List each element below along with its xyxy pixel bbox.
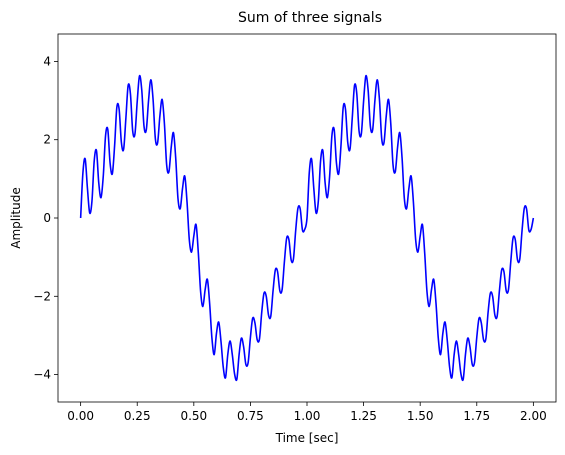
x-tick-label: 1.50 [407, 409, 434, 423]
y-tick-label: −2 [33, 289, 51, 303]
y-tick-label: 4 [43, 54, 51, 68]
x-tick-label: 0.50 [180, 409, 207, 423]
x-tick-label: 1.25 [350, 409, 377, 423]
x-tick-label: 2.00 [520, 409, 547, 423]
x-tick-label: 0.75 [237, 409, 264, 423]
x-tick-label: 0.25 [124, 409, 151, 423]
chart-title: Sum of three signals [238, 10, 382, 26]
x-tick-label: 0.00 [67, 409, 94, 423]
x-tick-label: 1.00 [294, 409, 321, 423]
y-tick-label: 2 [43, 133, 51, 147]
x-axis-label: Time [sec] [275, 431, 339, 445]
y-tick-label: 0 [43, 211, 51, 225]
x-tick-label: 1.75 [463, 409, 490, 423]
y-axis-label: Amplitude [9, 187, 23, 249]
y-tick-label: −4 [33, 368, 51, 382]
